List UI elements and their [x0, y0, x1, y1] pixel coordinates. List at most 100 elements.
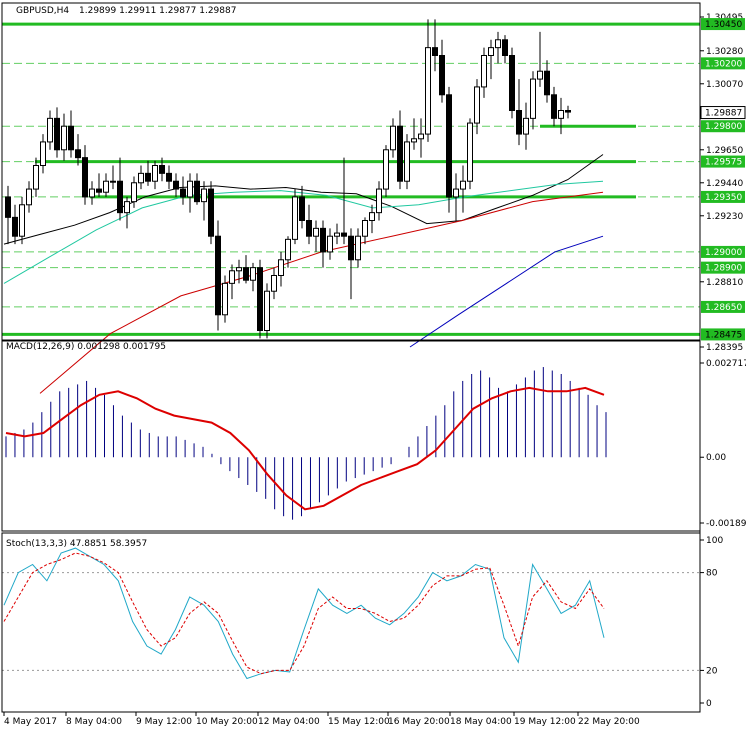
- candle-body: [320, 227, 326, 253]
- candle-body: [488, 47, 494, 56]
- candle-body: [96, 188, 102, 193]
- candle-body: [495, 39, 501, 49]
- candle-body: [362, 220, 368, 237]
- level-label-bg: [701, 328, 745, 341]
- candle-body: [306, 220, 312, 237]
- candle-body: [446, 94, 452, 198]
- candle-body: [82, 157, 88, 198]
- candle-body: [418, 133, 424, 140]
- macd-tick-label: 0.002717: [706, 359, 746, 369]
- time-tick-label: 19 May 12:00: [514, 717, 576, 727]
- level-label: 1.28650: [705, 303, 742, 313]
- candle-body: [68, 125, 74, 151]
- candle-body: [131, 182, 137, 203]
- level-label: 1.29575: [705, 158, 742, 168]
- stoch-title: Stoch(13,3,3) 47.8851 58.3957: [6, 539, 147, 549]
- candle-body: [236, 267, 242, 272]
- price-tick-label: 1.29230: [706, 212, 743, 222]
- level-label: 1.30450: [705, 20, 742, 30]
- price-tick-label: 1.30070: [706, 80, 743, 90]
- stoch-signal-line: [3, 552, 605, 675]
- macd-tick-label: -0.001896: [706, 519, 746, 529]
- macd-signal-line: [5, 386, 605, 511]
- price-tick-label: 1.28810: [706, 278, 743, 288]
- candle-body: [152, 165, 158, 182]
- candle-body: [474, 86, 480, 124]
- candle-body: [75, 149, 81, 159]
- candle-body: [327, 235, 333, 253]
- time-tick-label: 8 May 04:00: [66, 717, 122, 727]
- candle-body: [551, 94, 557, 119]
- ma-black-line: [3, 154, 604, 245]
- candle-body: [54, 117, 60, 151]
- candle-body: [173, 180, 179, 190]
- panel-frame: [1, 532, 701, 713]
- candle-body: [348, 235, 354, 261]
- candle-body: [453, 188, 459, 198]
- candle-body: [537, 70, 543, 80]
- candle-body: [264, 290, 270, 332]
- time-tick-label: 4 May 2017: [4, 717, 57, 727]
- candle-body: [229, 270, 235, 284]
- candle-body: [530, 78, 536, 119]
- candle-body: [285, 238, 291, 261]
- candle-body: [103, 180, 109, 193]
- candle-body: [502, 39, 508, 56]
- candle-body: [12, 216, 18, 237]
- macd-tick-label: 0.00: [706, 453, 726, 463]
- candle-body: [250, 267, 256, 281]
- candle-body: [138, 172, 144, 184]
- candle-body: [355, 235, 361, 261]
- candle-body: [411, 138, 417, 143]
- candle-body: [187, 180, 193, 198]
- time-tick-label: 16 May 20:00: [388, 717, 450, 727]
- candle-body: [215, 235, 221, 316]
- time-tick-label: 9 May 12:00: [136, 717, 192, 727]
- candle-body: [376, 188, 382, 214]
- time-tick-label: 15 May 12:00: [328, 717, 390, 727]
- candle-body: [313, 227, 319, 237]
- level-label-bg: [701, 300, 745, 313]
- candle-body: [341, 232, 347, 237]
- candle-body: [565, 110, 571, 113]
- candle-body: [383, 149, 389, 190]
- candle-body: [33, 165, 39, 190]
- candle-body: [194, 180, 200, 203]
- level-label-bg: [701, 18, 745, 31]
- time-tick-label: 18 May 04:00: [450, 717, 512, 727]
- symbol-label: GBPUSD,H4: [16, 6, 69, 16]
- level-label-bg: [701, 120, 745, 133]
- candle-body: [243, 267, 249, 281]
- candle-body: [292, 196, 298, 240]
- candle-body: [201, 188, 207, 203]
- ma-red-line: [39, 191, 604, 394]
- candle-body: [481, 55, 487, 88]
- price-tick-label: 1.30495: [706, 13, 743, 23]
- stoch-tick-label: 0: [706, 699, 712, 709]
- ohlc-readout: 1.29899 1.29911 1.29877 1.29887: [79, 6, 236, 16]
- stoch-tick-label: 80: [706, 569, 718, 579]
- candle-body: [558, 110, 564, 119]
- candle-body: [145, 172, 151, 182]
- candle-body: [271, 275, 277, 292]
- candle-body: [117, 180, 123, 214]
- macd-panel: [5, 367, 607, 520]
- price-panel: [2, 19, 700, 394]
- candle-body: [509, 55, 515, 111]
- level-label-bg: [701, 245, 745, 258]
- time-tick-label: 10 May 20:00: [196, 717, 258, 727]
- candle-body: [26, 188, 32, 206]
- level-label: 1.29350: [705, 193, 742, 203]
- current-price-box: [700, 106, 746, 120]
- macd-title: MACD(12,26,9) 0.001298 0.001795: [6, 342, 166, 352]
- candle-body: [516, 110, 522, 135]
- candle-body: [47, 117, 53, 143]
- price-tick-label: 1.29650: [706, 146, 743, 156]
- level-label-bg: [701, 155, 745, 168]
- candle-body: [404, 141, 410, 182]
- price-tick-label: 1.28395: [706, 343, 743, 353]
- price-tick-label: 1.30280: [706, 47, 743, 57]
